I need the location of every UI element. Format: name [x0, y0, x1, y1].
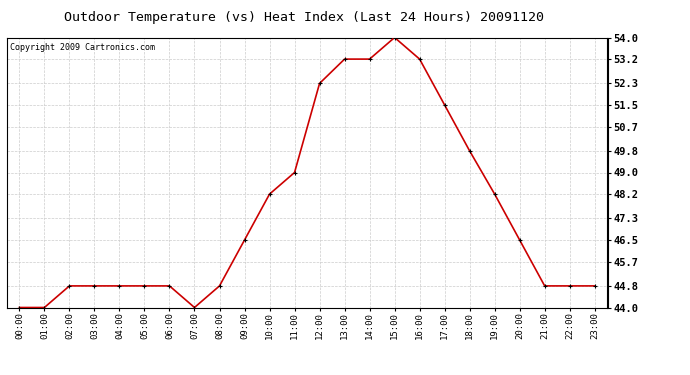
Text: Outdoor Temperature (vs) Heat Index (Last 24 Hours) 20091120: Outdoor Temperature (vs) Heat Index (Las… [63, 11, 544, 24]
Text: Copyright 2009 Cartronics.com: Copyright 2009 Cartronics.com [10, 43, 155, 52]
